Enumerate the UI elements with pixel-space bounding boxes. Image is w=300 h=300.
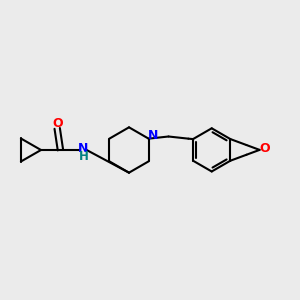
Text: N: N (148, 129, 158, 142)
Text: O: O (260, 142, 270, 155)
Text: N: N (78, 142, 88, 155)
Text: O: O (52, 117, 62, 130)
Text: H: H (78, 150, 88, 163)
